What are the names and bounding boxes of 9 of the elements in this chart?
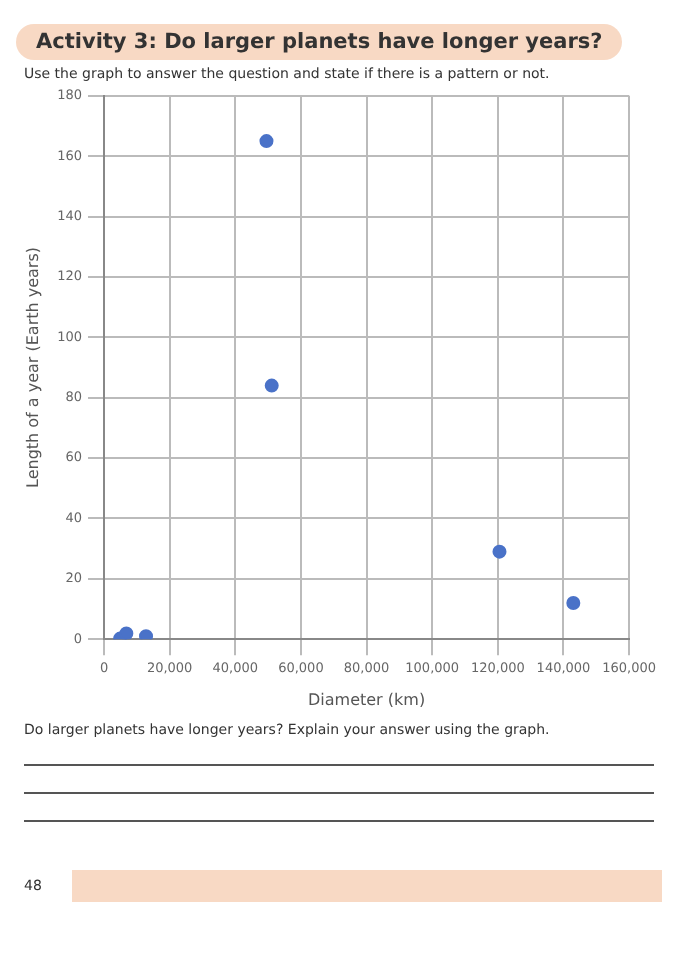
point bbox=[139, 629, 154, 640]
point bbox=[119, 626, 134, 640]
chart-title: Activity 3: Do larger planets have longer years? bbox=[16, 24, 623, 60]
point bbox=[259, 134, 274, 149]
point bbox=[264, 378, 279, 393]
point bbox=[566, 595, 581, 610]
x-axis-title: Diameter (km) bbox=[308, 690, 426, 709]
y-axis-title: Length of a year (Earth years) bbox=[23, 247, 42, 488]
point bbox=[492, 544, 507, 559]
